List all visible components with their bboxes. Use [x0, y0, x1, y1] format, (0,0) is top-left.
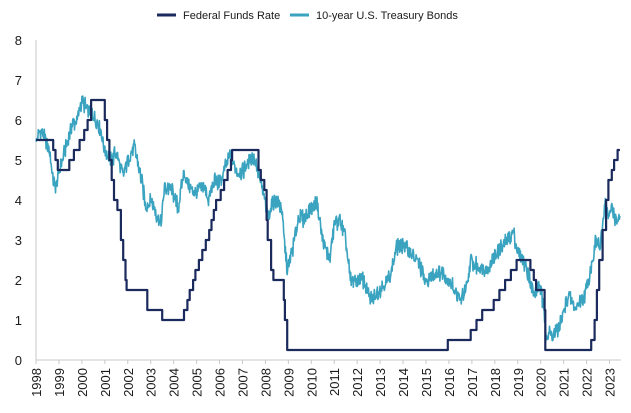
x-tick-label: 2006	[213, 368, 228, 397]
x-tick-label: 2018	[488, 368, 503, 397]
x-tick-label: 2023	[603, 368, 618, 397]
x-tick-label: 2015	[419, 368, 434, 397]
x-tick-label: 2013	[373, 368, 388, 397]
x-tick-label: 2000	[75, 368, 90, 397]
x-tick-label: 2004	[167, 368, 182, 397]
y-tick-label: 3	[15, 233, 22, 248]
x-tick-label: 1999	[52, 368, 67, 397]
series-line-treasury-bonds	[35, 95, 621, 342]
y-tick-label: 2	[15, 273, 22, 288]
x-tick-label: 2007	[235, 368, 250, 397]
x-tick-label: 2016	[442, 368, 457, 397]
y-axis-ticks: 0 1 2 3 4 5 6 7 8	[15, 33, 22, 368]
x-tick-label: 2002	[121, 368, 136, 397]
x-tick-label: 2005	[190, 368, 205, 397]
x-tick-label: 2011	[327, 368, 342, 396]
y-tick-label: 5	[15, 153, 22, 168]
y-tick-label: 7	[15, 73, 22, 88]
x-tick-label: 2017	[465, 368, 480, 397]
legend-label-treasury-bonds: 10-year U.S. Treasury Bonds	[316, 10, 458, 22]
y-tick-label: 8	[15, 33, 22, 48]
x-axis-ticks: 1998 1999 2000 2001 2002 2003 2004 2005 2006 2007…	[29, 360, 618, 397]
x-tick-label: 2009	[281, 368, 296, 397]
x-tick-label: 1998	[29, 368, 44, 397]
chart-legend: Federal Funds Rate 10-year U.S. Treasury…	[157, 10, 458, 22]
series-line-federal-funds-rate	[36, 98, 620, 352]
plot-area	[35, 95, 621, 352]
y-tick-label: 0	[15, 353, 22, 368]
y-tick-label: 4	[15, 193, 22, 208]
x-tick-label: 2012	[350, 368, 365, 397]
y-tick-label: 1	[15, 313, 22, 328]
x-tick-label: 2019	[511, 368, 526, 397]
x-tick-label: 2010	[304, 368, 319, 397]
x-tick-label: 2014	[396, 368, 411, 397]
y-tick-label: 6	[15, 113, 22, 128]
legend-label-federal-funds: Federal Funds Rate	[183, 10, 280, 22]
x-tick-label: 2020	[534, 368, 549, 397]
x-tick-label: 2021	[557, 368, 572, 397]
x-tick-label: 2022	[580, 368, 595, 397]
x-tick-label: 2001	[98, 368, 113, 397]
x-tick-label: 2008	[258, 368, 273, 397]
x-tick-label: 2003	[144, 368, 159, 397]
